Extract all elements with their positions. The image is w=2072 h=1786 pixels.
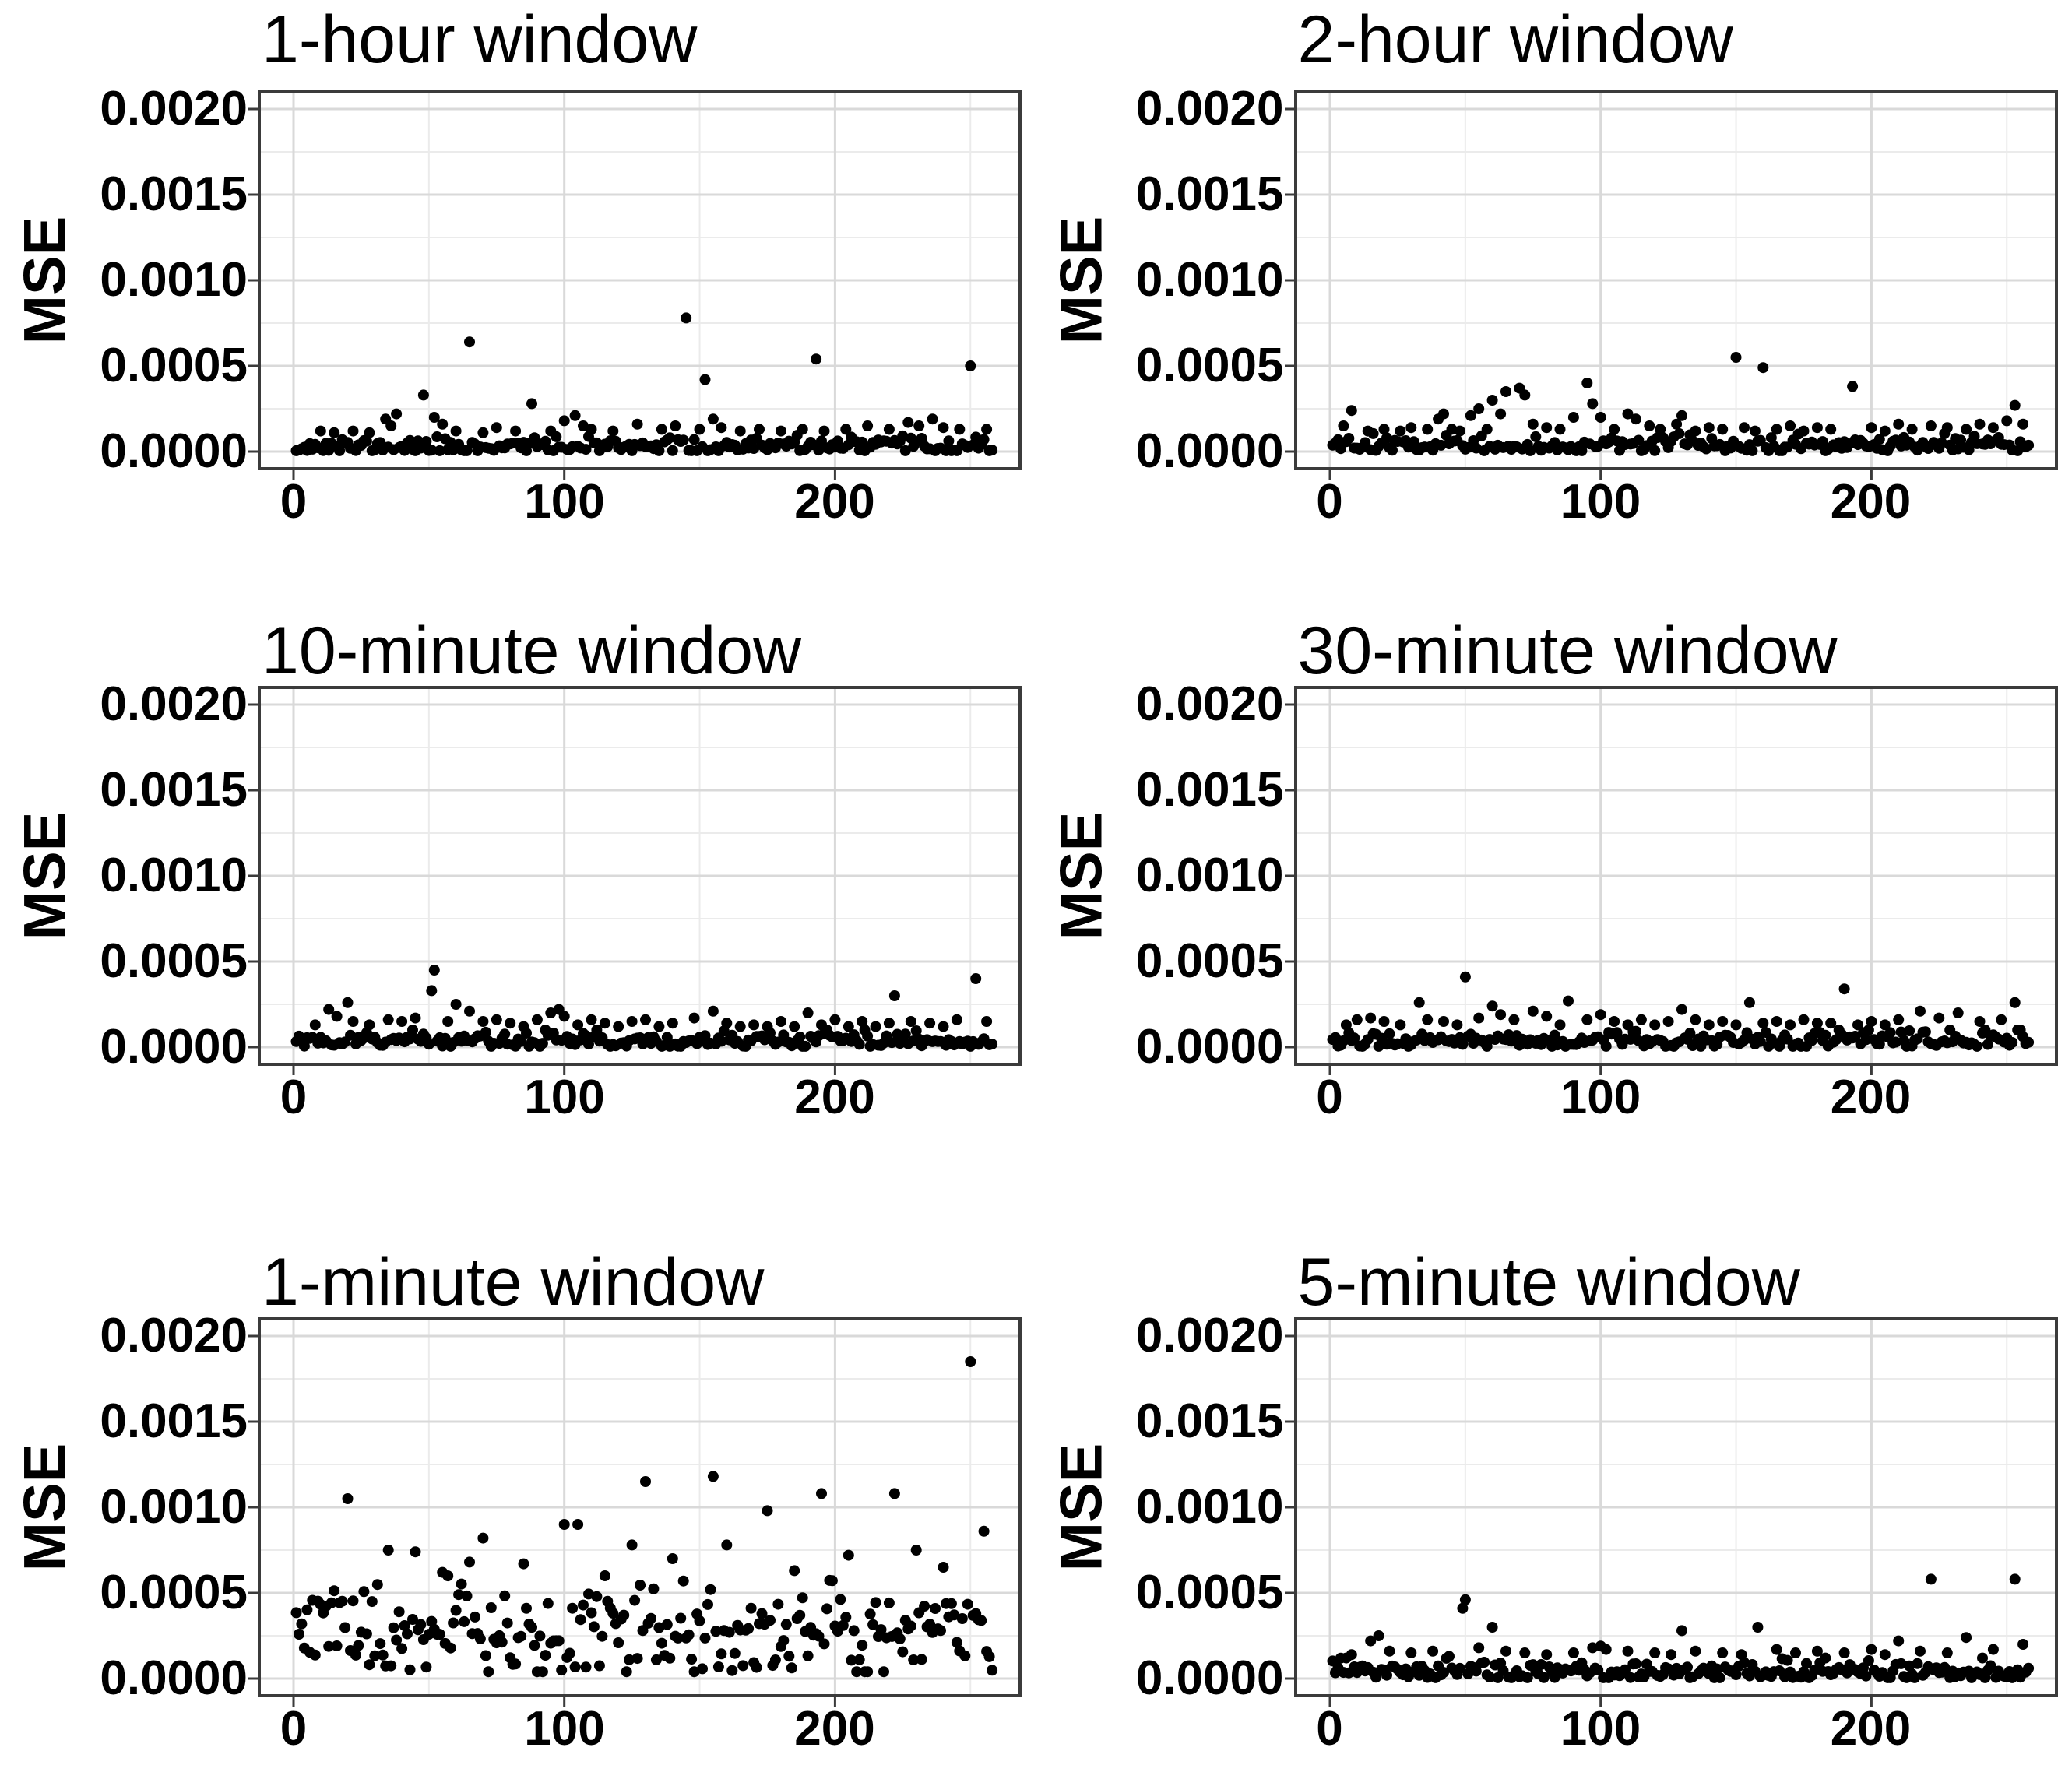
x-tick-label: 0 (280, 475, 308, 529)
y-tick-label: 0.0010 (100, 849, 248, 902)
data-points (290, 965, 998, 1052)
subplot-1-hour-window: 1-hour window MSE 0.0020 0.0015 0.0010 0… (0, 0, 1036, 596)
data-points (1327, 352, 2034, 456)
x-tick-label: 200 (1830, 1071, 1912, 1124)
data-points (290, 312, 998, 456)
y-tick-label: 0.0000 (1135, 424, 1284, 478)
scatter-canvas (1284, 686, 2058, 1075)
x-tick-label: 200 (1830, 1702, 1912, 1756)
subplot-1-minute-window: 1-minute window MSE 0.0020 0.0015 0.0010… (0, 1227, 1036, 1786)
y-tick-label: 0.0005 (1135, 934, 1284, 988)
panel-border (1293, 90, 2058, 470)
y-tick-label: 0.0010 (1135, 849, 1284, 902)
y-tick-label: 0.0010 (100, 1480, 248, 1534)
x-tick-label: 100 (1560, 1071, 1641, 1124)
plot-title: 10-minute window (262, 613, 802, 688)
x-tick-label: 200 (794, 1071, 875, 1124)
y-tick-label: 0.0020 (100, 677, 248, 731)
panel-border (1293, 686, 2058, 1066)
plot-title: 30-minute window (1297, 613, 1838, 688)
x-tick-label: 0 (280, 1071, 308, 1124)
gridlines-major (259, 92, 1020, 469)
x-tick-label: 0 (1316, 1071, 1343, 1124)
y-tick-label: 0.0020 (1135, 1309, 1284, 1362)
y-tick-label: 0.0010 (1135, 1480, 1284, 1534)
y-tick-label: 0.0000 (100, 1020, 248, 1074)
subplot-5-minute-window: 5-minute window MSE 0.0020 0.0015 0.0010… (1036, 1227, 2072, 1786)
y-tick-label: 0.0010 (100, 253, 248, 307)
x-tick-label: 0 (1316, 1702, 1343, 1756)
y-tick-label: 0.0000 (1135, 1020, 1284, 1074)
y-tick-label: 0.0015 (1135, 1394, 1284, 1448)
y-tick-label: 0.0020 (1135, 82, 1284, 135)
scatter-canvas (1284, 90, 2058, 480)
y-tick-label: 0.0000 (100, 1651, 248, 1705)
plot-title: 2-hour window (1297, 2, 1733, 77)
gridlines-major (1295, 92, 2056, 469)
gridlines-major (1295, 687, 2056, 1064)
y-tick-label: 0.0005 (100, 339, 248, 392)
gridlines-major (259, 687, 1020, 1064)
panel-border (258, 686, 1022, 1066)
scatter-canvas (248, 686, 1022, 1075)
y-tick-label: 0.0020 (100, 82, 248, 135)
axis-tick-marks (248, 703, 836, 1075)
axis-tick-marks (1284, 107, 1873, 480)
y-tick-label: 0.0015 (1135, 167, 1284, 221)
data-points (1327, 971, 2034, 1052)
scatter-canvas (1284, 1317, 2058, 1707)
y-tick-label: 0.0005 (100, 1566, 248, 1619)
plot-title: 1-minute window (262, 1245, 765, 1320)
plot-title: 1-hour window (262, 2, 698, 77)
subplot-10-minute-window: 10-minute window MSE 0.0020 0.0015 0.001… (0, 596, 1036, 1227)
x-tick-label: 100 (524, 1702, 605, 1756)
y-tick-label: 0.0015 (100, 763, 248, 817)
y-tick-label: 0.0020 (100, 1309, 248, 1362)
gridlines-minor (259, 92, 1020, 469)
y-tick-label: 0.0005 (100, 934, 248, 988)
panel-border (258, 90, 1022, 470)
x-tick-label: 0 (1316, 475, 1343, 529)
scatter-canvas (248, 90, 1022, 480)
x-tick-label: 200 (1830, 475, 1912, 529)
y-tick-label: 0.0000 (1135, 1651, 1284, 1705)
panel-border (1293, 1317, 2058, 1697)
x-tick-label: 100 (524, 1071, 605, 1124)
y-tick-label: 0.0020 (1135, 677, 1284, 731)
y-tick-label: 0.0010 (1135, 253, 1284, 307)
y-tick-label: 0.0005 (1135, 1566, 1284, 1619)
axis-tick-marks (248, 1334, 836, 1707)
x-tick-label: 0 (280, 1702, 308, 1756)
y-tick-label: 0.0015 (100, 1394, 248, 1448)
gridlines-major (1295, 1319, 2056, 1696)
gridlines-major (259, 1319, 1020, 1696)
x-tick-label: 200 (794, 1702, 875, 1756)
y-tick-label: 0.0005 (1135, 339, 1284, 392)
scatter-canvas (248, 1317, 1022, 1707)
x-tick-label: 200 (794, 475, 875, 529)
y-tick-label: 0.0015 (1135, 763, 1284, 817)
x-tick-label: 100 (1560, 1702, 1641, 1756)
x-tick-label: 100 (524, 475, 605, 529)
x-tick-label: 100 (1560, 475, 1641, 529)
axis-tick-marks (1284, 703, 1873, 1075)
y-tick-label: 0.0015 (100, 167, 248, 221)
subplot-30-minute-window: 30-minute window MSE 0.0020 0.0015 0.001… (1036, 596, 2072, 1227)
axis-tick-marks (1284, 1334, 1873, 1707)
subplot-2-hour-window: 2-hour window MSE 0.0020 0.0015 0.0010 0… (1036, 0, 2072, 596)
panel-border (258, 1317, 1022, 1697)
data-points (1327, 1573, 2034, 1683)
data-points (290, 1356, 998, 1678)
y-tick-label: 0.0000 (100, 424, 248, 478)
plot-title: 5-minute window (1297, 1245, 1800, 1320)
axis-tick-marks (248, 107, 836, 480)
